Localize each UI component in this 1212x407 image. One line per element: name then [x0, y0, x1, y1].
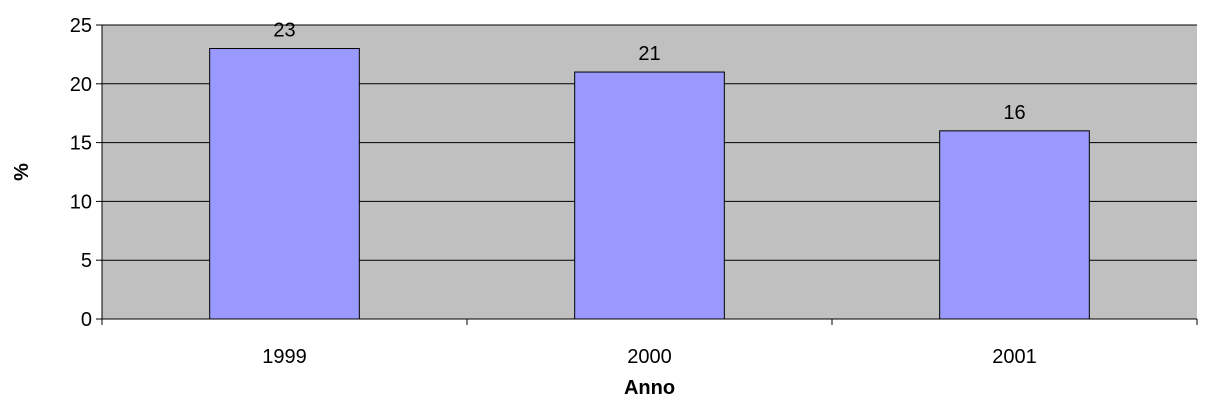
x-tick-label-2001: 2001 [992, 346, 1037, 368]
data-label-2000: 21 [638, 43, 660, 65]
bars [209, 48, 1090, 320]
x-axis-title: Anno [624, 377, 675, 399]
y-ticks: 0 5 10 15 20 25 [70, 15, 102, 331]
data-labels: 23 21 16 [273, 20, 1025, 124]
axes [101, 25, 1197, 320]
y-tick-label: 15 [70, 133, 92, 155]
y-tick-label: 25 [70, 15, 92, 37]
y-axis-title: % [11, 163, 33, 181]
data-label-1999: 23 [273, 20, 295, 42]
y-tick-label: 0 [81, 309, 92, 331]
y-tick-label: 20 [70, 74, 92, 96]
y-tick-label: 10 [70, 191, 92, 213]
x-tick-label-1999: 1999 [262, 346, 307, 368]
data-label-2001: 16 [1003, 102, 1025, 124]
bar-2001 [939, 130, 1090, 320]
bar-1999 [209, 48, 360, 320]
x-ticks: 1999 2000 2001 [101, 319, 1198, 368]
bar-2000 [574, 71, 725, 320]
y-tick-label: 5 [81, 250, 92, 272]
x-tick-label-2000: 2000 [627, 346, 672, 368]
